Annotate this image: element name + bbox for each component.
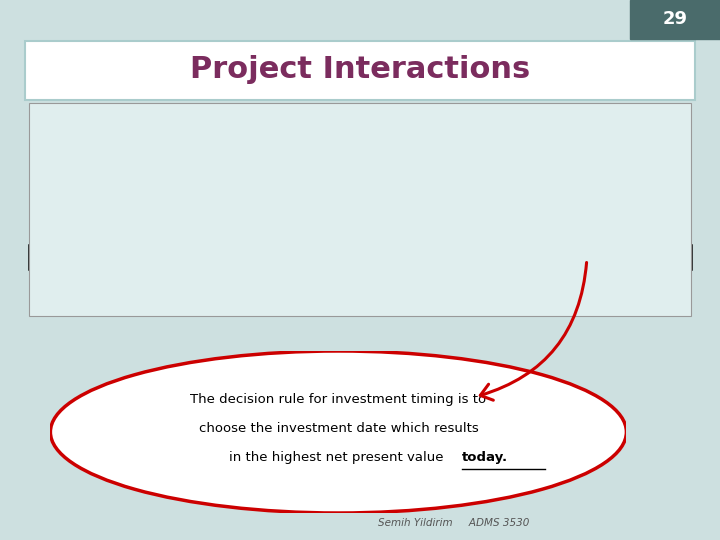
Text: $33: $33: [187, 271, 215, 284]
Text: t = 2: t = 2: [82, 231, 117, 244]
Text: $25: $25: [446, 211, 473, 224]
Text: t = 0: t = 0: [82, 191, 117, 204]
Text: $39: $39: [446, 290, 473, 303]
Text: $70: $70: [307, 271, 334, 284]
Text: $70: $70: [307, 211, 334, 224]
Text: Purchase: Purchase: [82, 165, 150, 178]
Text: The decision rule for investment timing is to: The decision rule for investment timing …: [190, 393, 487, 406]
Text: $36: $36: [187, 251, 215, 264]
Ellipse shape: [50, 351, 626, 513]
Text: NPV: NPV: [576, 141, 608, 154]
Text: $25.5: $25.5: [571, 251, 613, 264]
Text: $30: $30: [446, 231, 473, 244]
Text: PV of: PV of: [300, 141, 340, 154]
Text: in the highest net present value: in the highest net present value: [229, 451, 448, 464]
Text: Cost: Cost: [184, 165, 217, 178]
Text: NPV at: NPV at: [434, 118, 485, 131]
Text: Year of: Year of: [82, 141, 135, 154]
Text: today.: today.: [462, 451, 508, 464]
Text: $20: $20: [446, 191, 473, 204]
Text: $50: $50: [187, 191, 215, 204]
Text: Today: Today: [570, 165, 613, 178]
Text: 29: 29: [663, 10, 688, 29]
Text: Project Interactions: Project Interactions: [190, 55, 530, 84]
Text: $22.7: $22.7: [571, 211, 613, 224]
Text: Savings: Savings: [291, 165, 350, 178]
Text: $25.3: $25.3: [571, 271, 613, 284]
Text: $24.8: $24.8: [571, 231, 613, 244]
Text: $70: $70: [307, 290, 334, 303]
Text: $70: $70: [307, 251, 334, 264]
Text: $20.0: $20.0: [571, 191, 613, 204]
Text: t = 3: t = 3: [82, 251, 117, 264]
Text: $31: $31: [187, 290, 215, 303]
Text: $24.2: $24.2: [571, 290, 613, 303]
Text: Semih Yildirim     ADMS 3530: Semih Yildirim ADMS 3530: [378, 518, 529, 528]
Text: $70: $70: [307, 231, 334, 244]
Text: $45: $45: [187, 211, 215, 224]
Text: Year of: Year of: [433, 141, 486, 154]
Text: $40: $40: [187, 231, 215, 244]
Text: Purchase: Purchase: [425, 165, 494, 178]
Text: $37: $37: [446, 271, 473, 284]
Text: t = 1: t = 1: [82, 211, 117, 224]
Text: t = 4: t = 4: [82, 271, 117, 284]
Text: choose the investment date which results: choose the investment date which results: [199, 422, 478, 435]
Text: t = 5: t = 5: [82, 290, 117, 303]
Text: $34: $34: [446, 251, 473, 264]
Text: $70: $70: [307, 191, 334, 204]
